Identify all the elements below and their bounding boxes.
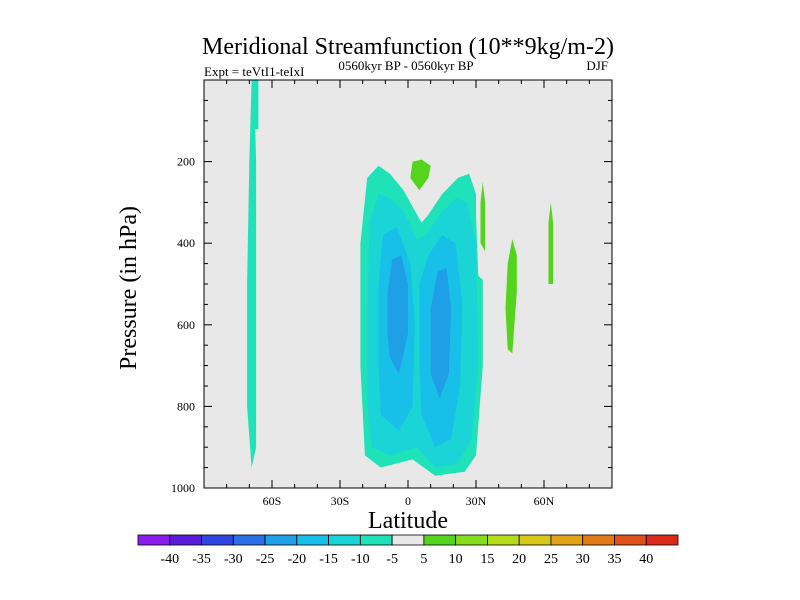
- y-tick-label: 400: [177, 236, 195, 250]
- colorbar-label: 35: [607, 552, 621, 567]
- x-tick-label: 0: [405, 494, 411, 508]
- y-tick-label: 800: [177, 399, 195, 413]
- colorbar-label: 5: [420, 552, 427, 567]
- contour-pos10-upper: [410, 159, 431, 191]
- colorbar-label: 15: [480, 552, 494, 567]
- contour-neg5-sh-strip-top: [253, 80, 259, 129]
- y-tick-label: 200: [177, 155, 195, 169]
- x-tick-label: 60N: [534, 494, 555, 508]
- colorbar-swatch: [359, 534, 393, 546]
- x-tick-label: 60S: [263, 494, 282, 508]
- colorbar-label: -10: [351, 552, 370, 567]
- experiment-label: Expt = teVtI1-teIxI: [204, 64, 304, 79]
- x-tick-label: 30S: [331, 494, 350, 508]
- colorbar-label: 40: [639, 552, 653, 567]
- colorbar-swatch: [645, 534, 679, 546]
- colorbar-swatch: [423, 534, 457, 546]
- colorbar-swatch: [137, 534, 171, 546]
- chart-title: Meridional Streamfunction (10**9kg/m-2): [202, 34, 614, 60]
- colorbar-swatch: [169, 534, 202, 546]
- colorbar-label: 25: [544, 552, 558, 567]
- contour-neg20-east: [430, 267, 452, 399]
- colorbar-swatch: [391, 534, 425, 546]
- x-tick-label: 30N: [466, 494, 487, 508]
- contour-regions: [247, 80, 572, 476]
- colorbar-swatch: [328, 534, 361, 546]
- colorbar-label: -25: [256, 552, 275, 567]
- colorbar-swatch: [232, 534, 266, 546]
- colorbar-swatch: [614, 534, 647, 546]
- contour-pos5-top-sliver: [428, 80, 433, 101]
- colorbar-label: -5: [386, 552, 398, 567]
- time-range-label: 0560kyr BP - 0560kyr BP: [338, 58, 473, 73]
- colorbar-swatch: [582, 534, 615, 546]
- y-tick-label: 600: [177, 318, 195, 332]
- colorbar-label: 20: [512, 552, 526, 567]
- colorbar-label: 30: [576, 552, 590, 567]
- colorbar-swatch: [296, 534, 329, 546]
- contour-pos10-east-a: [480, 182, 486, 252]
- colorbar-swatch: [550, 534, 584, 546]
- colorbar-swatch: [201, 534, 234, 546]
- x-axis-label: Latitude: [368, 508, 448, 534]
- y-tick-label: 1000: [171, 481, 195, 495]
- plot-area: 60S 30S 0 30N 60N 200 400 600 800 1000: [171, 79, 613, 508]
- colorbar-swatch: [455, 534, 488, 546]
- colorbar-label: -40: [160, 552, 179, 567]
- colorbar-label: -35: [192, 552, 211, 567]
- colorbar-label: 10: [449, 552, 463, 567]
- y-axis-label: Pressure (in hPa): [116, 206, 142, 370]
- contour-neg20-west: [387, 255, 408, 374]
- colorbar-label: -20: [287, 552, 306, 567]
- colorbar-swatch: [264, 534, 298, 546]
- contour-pos10-east-c: [548, 202, 554, 284]
- contour-pos5-east-big: [503, 80, 572, 464]
- colorbar: -40 -35 -30 -25 -20 -15 -10 -5 5 10 15 20 25 30 35 40: [137, 534, 679, 567]
- season-label: DJF: [586, 58, 608, 73]
- contour-pos10-east-b: [505, 239, 517, 354]
- colorbar-swatch: [487, 534, 520, 546]
- colorbar-label: -30: [224, 552, 243, 567]
- colorbar-label: -15: [319, 552, 338, 567]
- colorbar-swatch: [518, 534, 552, 546]
- contour-neg5-sh-strip: [247, 80, 257, 468]
- axis-ticks: 60S 30S 0 30N 60N 200 400 600 800 1000: [171, 80, 612, 508]
